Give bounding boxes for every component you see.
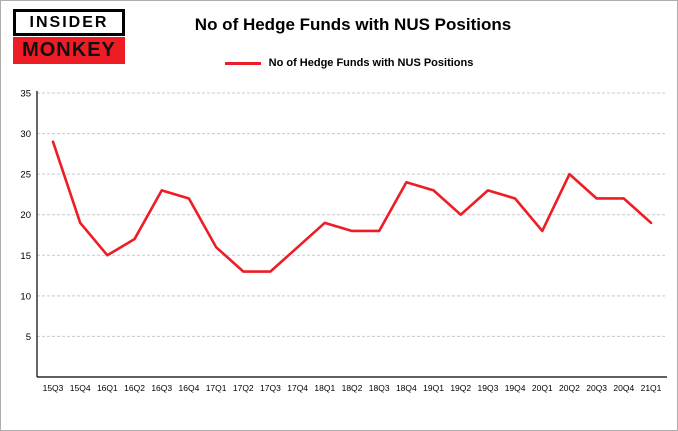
x-tick-label: 18Q4	[396, 383, 417, 393]
x-tick-label: 18Q2	[342, 383, 363, 393]
line-chart-svg: 5 10 15 20 25 30 35 15Q3 15Q4 16Q1 16Q2 16Q3 16Q4 17Q…	[20, 89, 667, 393]
legend-label: No of Hedge Funds with NUS Positions	[268, 57, 474, 69]
y-tick-label: 5	[26, 332, 31, 343]
y-tick-label: 15	[20, 251, 31, 262]
x-tick-label: 16Q4	[179, 383, 200, 393]
chart-title: No of Hedge Funds with NUS Positions	[194, 15, 512, 34]
x-tick-label: 20Q1	[532, 383, 553, 393]
x-tick-label: 15Q4	[70, 383, 91, 393]
x-tick-label: 19Q2	[450, 383, 471, 393]
chart-legend: No of Hedge Funds with NUS Positions	[11, 57, 677, 69]
x-tick-label: 20Q3	[586, 383, 607, 393]
y-tick-label: 30	[20, 129, 31, 140]
x-tick-label: 17Q2	[233, 383, 254, 393]
chart-area: 5 10 15 20 25 30 35 15Q3 15Q4 16Q1 16Q2 16Q3 16Q4 17Q…	[1, 85, 677, 430]
y-tick-label: 25	[20, 170, 31, 181]
data-series-line	[51, 140, 653, 273]
x-tick-label: 20Q2	[559, 383, 580, 393]
x-tick-label: 19Q4	[505, 383, 526, 393]
y-tick-label: 35	[20, 89, 31, 100]
logo-insider-text: INSIDER	[13, 9, 125, 36]
y-tick-label: 20	[20, 210, 31, 221]
x-tick-label: 16Q1	[97, 383, 118, 393]
x-tick-label: 20Q4	[613, 383, 634, 393]
chart-header: INSIDER MONKEY No of Hedge Funds with NU…	[1, 1, 677, 85]
logo-monkey-text: MONKEY	[13, 37, 125, 64]
x-tick-label: 16Q2	[124, 383, 145, 393]
x-tick-label: 18Q1	[314, 383, 335, 393]
legend-line-swatch	[224, 61, 261, 65]
x-tick-label: 18Q3	[369, 383, 390, 393]
y-tick-label: 10	[20, 291, 31, 302]
x-tick-label: 21Q1	[641, 383, 662, 393]
x-tick-label: 16Q3	[151, 383, 172, 393]
x-tick-label: 19Q1	[423, 383, 444, 393]
x-tick-label: 17Q1	[206, 383, 227, 393]
x-tick-label: 19Q3	[478, 383, 499, 393]
x-tick-label: 17Q4	[287, 383, 308, 393]
x-tick-label: 17Q3	[260, 383, 281, 393]
insider-monkey-logo: INSIDER MONKEY	[13, 9, 125, 64]
x-tick-label: 15Q3	[43, 383, 64, 393]
